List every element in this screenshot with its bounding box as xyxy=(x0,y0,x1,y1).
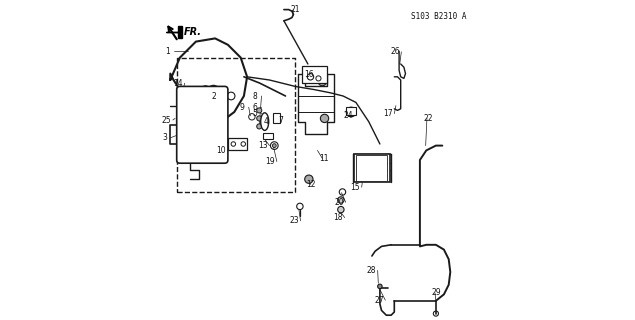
Circle shape xyxy=(305,175,313,183)
Text: S103 B2310 A: S103 B2310 A xyxy=(411,12,467,20)
Text: 29: 29 xyxy=(432,288,441,297)
Text: 18: 18 xyxy=(333,213,343,222)
Bar xyxy=(228,138,247,150)
Text: 11: 11 xyxy=(319,154,329,163)
Bar xyxy=(354,154,389,182)
Bar xyxy=(263,133,272,139)
Text: 2: 2 xyxy=(211,92,216,100)
Text: 15: 15 xyxy=(351,183,360,192)
Text: 3: 3 xyxy=(162,133,167,142)
Circle shape xyxy=(257,124,262,129)
Text: 16: 16 xyxy=(304,70,313,79)
Text: 26: 26 xyxy=(390,47,400,56)
Text: 25: 25 xyxy=(162,116,171,124)
Circle shape xyxy=(321,114,329,123)
Circle shape xyxy=(272,144,276,148)
Text: FR.: FR. xyxy=(184,27,202,37)
Text: 20: 20 xyxy=(335,198,344,207)
Text: 22: 22 xyxy=(424,114,433,123)
Circle shape xyxy=(346,107,356,117)
Bar xyxy=(346,107,356,115)
Circle shape xyxy=(257,108,262,113)
Text: 17: 17 xyxy=(383,109,392,118)
Bar xyxy=(356,155,387,181)
Text: 10: 10 xyxy=(217,146,226,155)
Text: 24: 24 xyxy=(343,111,352,120)
Text: 21: 21 xyxy=(290,5,300,14)
Text: 12: 12 xyxy=(306,180,316,188)
FancyBboxPatch shape xyxy=(177,86,228,163)
Text: 4: 4 xyxy=(264,117,269,126)
Circle shape xyxy=(338,206,344,213)
Text: 28: 28 xyxy=(366,266,376,275)
Circle shape xyxy=(338,197,344,203)
Text: 1: 1 xyxy=(164,47,170,56)
Text: 6: 6 xyxy=(253,103,258,112)
Polygon shape xyxy=(166,26,182,38)
Text: 5: 5 xyxy=(253,109,258,118)
Bar xyxy=(272,113,280,123)
Text: 23: 23 xyxy=(290,216,299,225)
Text: 13: 13 xyxy=(258,141,268,150)
Ellipse shape xyxy=(261,113,269,131)
Text: 9: 9 xyxy=(240,103,244,112)
Text: 7: 7 xyxy=(278,116,283,124)
Text: 8: 8 xyxy=(253,92,257,100)
Circle shape xyxy=(378,284,382,289)
Text: 19: 19 xyxy=(265,157,276,166)
Bar xyxy=(302,66,327,83)
Circle shape xyxy=(257,116,262,121)
Circle shape xyxy=(211,89,216,94)
Text: 14: 14 xyxy=(173,79,183,88)
Text: 27: 27 xyxy=(374,296,384,305)
Circle shape xyxy=(318,77,326,86)
